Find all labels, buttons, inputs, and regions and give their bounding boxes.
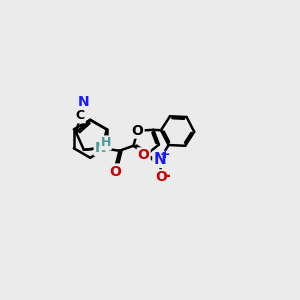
Text: C: C xyxy=(76,110,85,122)
Text: O: O xyxy=(155,170,167,184)
Text: O: O xyxy=(138,148,150,162)
Text: H: H xyxy=(100,136,111,149)
Text: O: O xyxy=(132,124,144,138)
Text: O: O xyxy=(109,164,121,178)
Text: S: S xyxy=(98,141,108,155)
Text: N: N xyxy=(95,141,106,155)
Text: N: N xyxy=(78,95,89,109)
Text: +: + xyxy=(160,148,170,161)
Text: -: - xyxy=(163,167,170,185)
Text: N: N xyxy=(154,152,166,167)
